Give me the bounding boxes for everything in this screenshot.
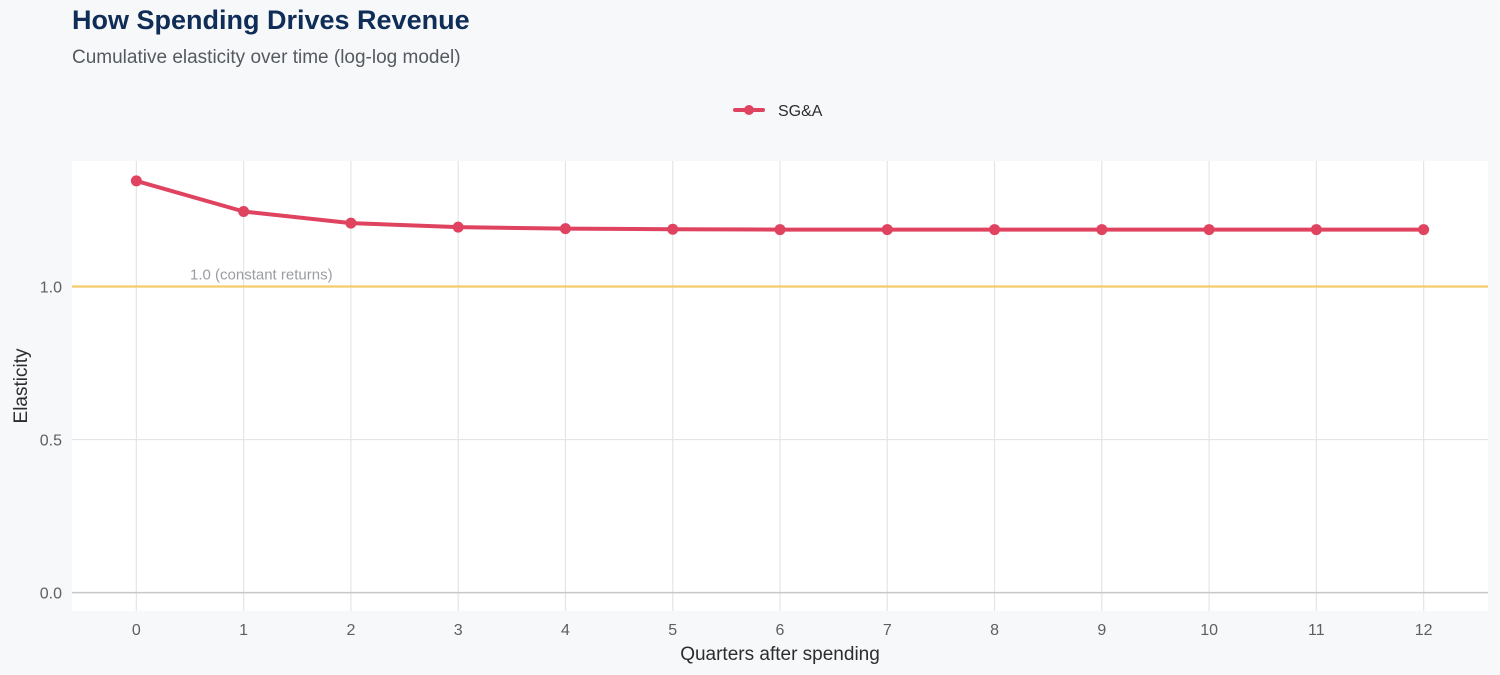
y-tick-label: 1.0: [40, 280, 62, 297]
reference-line-label: 1.0 (constant returns): [190, 267, 333, 284]
series-point: [1203, 224, 1215, 236]
chart-title: How Spending Drives Revenue: [72, 5, 470, 35]
series-point: [1310, 224, 1322, 236]
series-point: [1418, 224, 1430, 236]
x-tick-label: 3: [454, 622, 463, 639]
x-tick-label: 9: [1097, 622, 1106, 639]
legend: SG&A: [733, 103, 823, 120]
series-group: [130, 175, 1430, 236]
series-point: [345, 217, 357, 229]
y-tick-label: 0.5: [40, 433, 62, 450]
series-point: [559, 223, 571, 235]
series-point: [667, 223, 679, 235]
x-tick-label: 8: [990, 622, 999, 639]
x-tick-label: 1: [239, 622, 248, 639]
reference-line-group: 1.0 (constant returns): [72, 267, 1488, 288]
x-tick-label: 10: [1200, 622, 1218, 639]
series-point: [1096, 224, 1108, 236]
series-point: [989, 224, 1001, 236]
y-tick-label: 0.0: [40, 586, 62, 603]
legend-label-sga: SG&A: [778, 103, 823, 120]
x-tick-label: 0: [132, 622, 141, 639]
series-point: [452, 221, 464, 233]
legend-swatch-marker: [744, 105, 754, 115]
series-point: [881, 224, 893, 236]
x-axis-title: Quarters after spending: [680, 644, 880, 665]
x-tick-label: 2: [346, 622, 355, 639]
x-tick-label: 4: [561, 622, 570, 639]
series-point: [238, 206, 250, 218]
x-tick-label: 11: [1308, 622, 1325, 639]
x-tick-label: 6: [776, 622, 785, 639]
x-tick-label: 5: [668, 622, 677, 639]
x-tick-label: 12: [1415, 622, 1433, 639]
series-point: [774, 224, 786, 236]
series-point: [130, 175, 142, 187]
axis-ticks: 0 1 2 3 4 5 6 7 8 9 10 11 120.00.51.0: [40, 280, 1433, 639]
x-tick-label: 7: [883, 622, 892, 639]
chart-subtitle: Cumulative elasticity over time (log-log…: [72, 47, 461, 68]
y-axis-title: Elasticity: [11, 348, 32, 423]
